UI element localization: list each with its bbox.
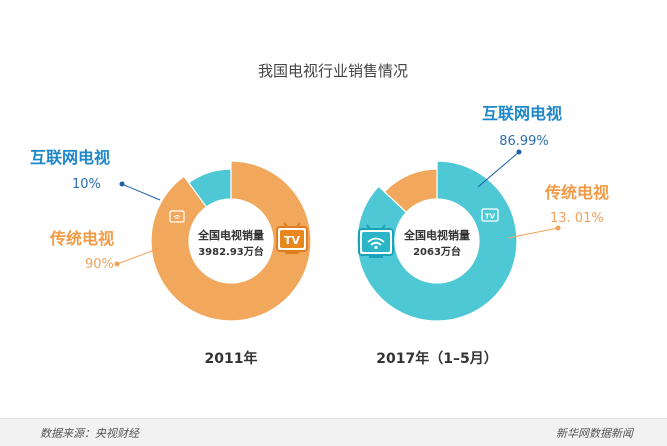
donut-hole [189,199,273,283]
smart-tv-antenna-left [366,224,371,230]
slice-percent-internet: 86.99% [499,134,549,149]
leader-dot-traditional [114,261,120,267]
smart-tv-stand [369,255,383,258]
leader-dot-traditional [555,225,561,231]
donut-hole [395,199,479,283]
small-tv-frame [169,210,185,223]
smart-tv-wifi-icon [358,224,394,258]
leader-line-internet [477,151,520,188]
center-label: 全国电视销量 [403,228,470,242]
slice-percent-internet: 10% [72,177,101,192]
slice-percent-traditional: 13. 01% [550,211,604,226]
source-note: 数据来源：央视财经 [40,427,139,440]
slice-title-traditional: 传统电视 [544,183,609,202]
tv-text-icon: TV [276,222,308,254]
chart-caption: 2011年 [205,350,258,367]
chart-caption: 2017年（1–5月） [376,350,497,367]
wifi-waves [367,237,385,246]
leader-line-traditional [507,227,559,239]
smart-tv-antenna-right [381,224,386,230]
slice-title-traditional: 传统电视 [49,229,114,248]
wifi-tv-small-icon [169,210,185,223]
leader-line-traditional [116,247,161,265]
small-tv-text: TV [485,213,496,221]
tv-antenna-left [283,222,288,228]
center-value: 3982.93万台 [198,245,264,258]
tv-stand [285,251,299,254]
leader-dot-internet [119,181,125,187]
small-tv-frame [481,208,499,222]
chart-title: 我国电视行业销售情况 [258,62,408,80]
slice-title-internet: 互联网电视 [30,148,110,167]
wifi-dot [374,245,378,250]
brand-credit: 新华网数据新闻 [556,427,633,440]
tv-antenna-right [296,222,301,228]
leader-dot-internet [516,149,522,155]
small-wifi-waves [173,215,181,219]
center-value: 2063万台 [413,245,461,258]
tv-icon-text: TV [284,234,301,247]
donut-chart-2: 全国电视销量 2063万台 TV 互联网电视 86.99% 传统电视 13. 01% 2017… [356,104,609,367]
leader-line-internet [121,183,161,201]
center-label: 全国电视销量 [197,228,264,242]
donut-chart-1: 全国电视销量 3982.93万台 TV 互联网电视 10% 传统电视 90% 2011年 [30,148,312,367]
tv-small-icon: TV [481,208,499,222]
footer-bar: 数据来源：央视财经 新华网数据新闻 [0,418,667,446]
slice-title-internet: 互联网电视 [482,104,562,123]
donut-charts: 全国电视销量3982.93万台TV互联网电视10%传统电视90%2011年全国电… [30,104,609,367]
tv-screen [280,230,304,248]
slice-percent-traditional: 90% [85,257,114,272]
